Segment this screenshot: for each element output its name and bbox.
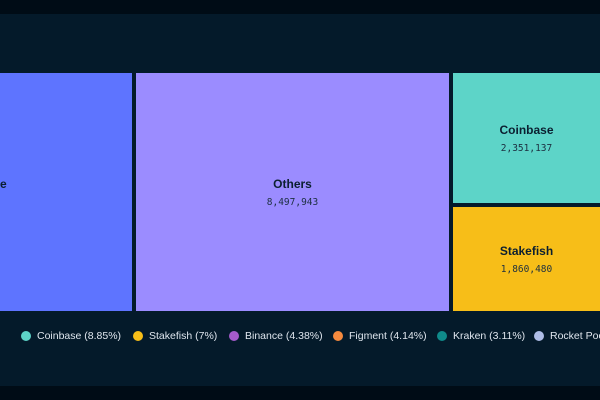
legend-item-rocket-pool[interactable]: Rocket Pool <box>534 326 600 346</box>
legend-label: Binance (4.38%) <box>245 330 323 342</box>
legend-label: Stakefish (7%) <box>149 330 218 342</box>
tile-label-others: Others <box>273 177 312 191</box>
legend-item-stakefish-7[interactable]: Stakefish (7%) <box>133 326 217 346</box>
legend-label: Figment (4.14%) <box>349 330 427 342</box>
legend-label: Coinbase (8.85%) <box>37 330 122 342</box>
legend-item-coinbase-8-85[interactable]: Coinbase (8.85%) <box>21 326 121 346</box>
tile-label-lido: e <box>0 177 7 191</box>
legend-dot <box>534 331 544 341</box>
tile-value-others: 8,497,943 <box>267 197 318 208</box>
top-bar <box>0 0 600 14</box>
tile-label-stakefish: Stakefish <box>500 244 553 258</box>
legend: s)Coinbase (8.85%)Stakefish (7%)Binance … <box>0 326 600 346</box>
legend-label: Rocket Pool <box>550 330 600 342</box>
legend-label: Kraken (3.11%) <box>453 330 526 342</box>
legend-item-binance-4-38[interactable]: Binance (4.38%) <box>229 326 323 346</box>
legend-dot <box>21 331 31 341</box>
tile-value-coinbase: 2,351,137 <box>501 143 552 154</box>
tile-stakefish[interactable] <box>453 207 600 311</box>
legend-item-kraken-3-11[interactable]: Kraken (3.11%) <box>437 326 525 346</box>
bottom-bar <box>0 386 600 400</box>
tile-lido[interactable] <box>0 73 132 311</box>
tile-coinbase[interactable] <box>453 73 600 203</box>
legend-dot <box>437 331 447 341</box>
tile-value-stakefish: 1,860,480 <box>501 264 553 275</box>
tile-others[interactable] <box>136 73 449 311</box>
tile-label-coinbase: Coinbase <box>499 123 553 137</box>
legend-dot <box>133 331 143 341</box>
legend-dot <box>229 331 239 341</box>
legend-dot <box>333 331 343 341</box>
legend-item-figment-4-14[interactable]: Figment (4.14%) <box>333 326 427 346</box>
